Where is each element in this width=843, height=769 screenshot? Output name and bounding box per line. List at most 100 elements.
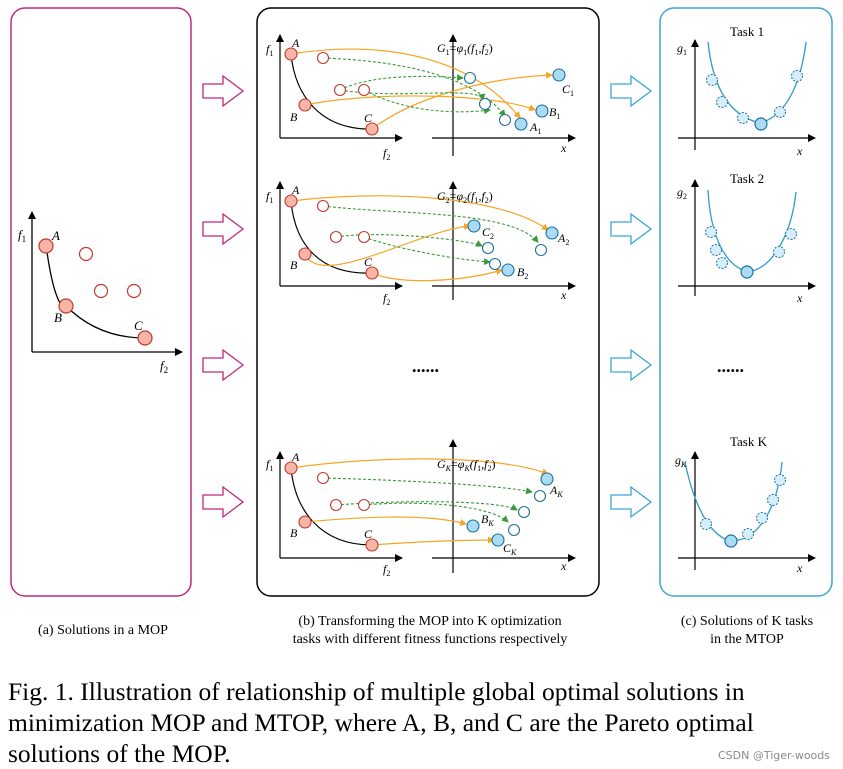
task1-title: Task 1	[730, 24, 764, 39]
pink-outline-arrow	[202, 348, 245, 382]
blue-outline-arrow	[610, 348, 653, 382]
task-1-plot: Task 1 g1 x	[677, 24, 816, 158]
blue-outline-arrow	[610, 485, 653, 519]
panel-a-label-c: C	[134, 318, 143, 333]
rowk-dominated-point	[357, 498, 371, 512]
task1-point	[774, 106, 786, 118]
pink-outline-arrow	[202, 74, 245, 108]
row1-target-c	[552, 68, 566, 82]
panel-b-row-k: f1 f2 x A B C GK=φK(f1,f2) AK BK CK	[266, 439, 576, 578]
rowk-label-c: C	[364, 527, 373, 541]
task2-y-label: g2	[677, 185, 687, 201]
row2-target-c-label: C2	[482, 225, 494, 241]
panel-a-frame	[10, 7, 192, 597]
panel-a-x-label: f2	[160, 358, 168, 375]
panel-a-dominated-point	[78, 246, 94, 262]
panel-a-dominated-point	[93, 283, 109, 299]
row1-task-point	[498, 113, 512, 127]
task1-y-label: g1	[677, 41, 687, 57]
rowk-arrow-b	[304, 516, 467, 526]
rowk-arrow-a	[290, 458, 549, 476]
rowk-label-a: A	[291, 450, 300, 464]
row2-point-b	[298, 247, 312, 261]
row2-f1-label: f1	[266, 189, 273, 205]
task1-point	[737, 112, 749, 124]
row2-point-c	[365, 266, 379, 280]
taskk-point	[700, 518, 712, 530]
rowk-task-point	[507, 523, 521, 537]
watermark: CSDN @Tiger-woods	[717, 749, 830, 762]
panel-b-caption: (b) Transforming the MOP into K optimiza…	[255, 613, 605, 649]
panel-c-ellipsis: ......	[717, 356, 744, 376]
row1-target-b	[535, 104, 549, 118]
row2-label-c: C	[364, 255, 373, 269]
blue-outline-arrow	[610, 74, 653, 108]
row2-task-point	[488, 257, 502, 271]
row2-target-a-label: A2	[557, 231, 569, 247]
rowk-dominated-point	[316, 471, 330, 485]
panel-a-y-label: f1	[18, 227, 26, 244]
rowk-x-label: x	[560, 559, 567, 573]
row2-arrow-b	[304, 222, 471, 266]
taskk-optimum	[724, 534, 738, 548]
row1-task-point	[463, 71, 477, 85]
rowk-target-c	[491, 533, 505, 547]
panel-c-caption: (c) Solutions of K tasks in the MTOP	[652, 613, 842, 649]
taskk-point	[756, 512, 768, 524]
rowk-task-point	[533, 489, 547, 503]
panel-a-point-c	[137, 330, 153, 346]
rowk-arrow-c	[371, 536, 495, 546]
task1-optimum	[754, 117, 768, 131]
row2-dominated-point	[357, 230, 371, 244]
panel-a-label-b: B	[54, 310, 62, 325]
row2-point-a	[284, 194, 298, 208]
task1-point	[791, 70, 803, 82]
row1-dominated-point	[316, 51, 330, 65]
figure-caption: Fig. 1. Illustration of relationship of …	[8, 677, 754, 768]
pink-outline-arrow	[202, 212, 245, 246]
panel-b-ellipsis: ......	[412, 356, 439, 376]
row2-target-a	[545, 226, 559, 240]
panel-a-plot: f1 f2 A B C	[18, 211, 183, 375]
taskk-y-label: gK	[675, 453, 687, 469]
taskk-title: Task K	[730, 434, 768, 449]
row2-label-b: B	[290, 258, 298, 272]
task2-point	[716, 257, 728, 269]
blue-outline-arrow	[610, 212, 653, 246]
pink-outline-arrow	[202, 485, 245, 519]
row1-point-b	[298, 98, 312, 112]
task2-point	[710, 244, 722, 256]
rowk-dashed-arrow	[322, 477, 533, 495]
row2-dominated-point	[329, 230, 343, 244]
row2-label-a: A	[291, 183, 300, 197]
row1-label-b: B	[290, 110, 298, 124]
rowk-task-point	[517, 505, 531, 519]
row2-target-c	[467, 219, 481, 233]
row1-arrow-c	[371, 71, 553, 130]
row2-task-point	[534, 243, 548, 257]
task1-x-label: x	[796, 144, 803, 158]
panel-a-label-a: A	[51, 228, 60, 243]
panel-c-frame	[659, 7, 833, 597]
task1-point	[706, 74, 718, 86]
row1-f2-label: f2	[383, 146, 390, 162]
task2-x-label: x	[796, 291, 803, 305]
row2-target-b	[501, 263, 515, 277]
task2-optimum	[740, 265, 754, 279]
task2-title: Task 2	[730, 171, 764, 186]
row1-label-c: C	[364, 111, 373, 125]
row1-point-a	[284, 47, 298, 61]
rowk-dominated-point	[329, 498, 343, 512]
task2-point	[785, 228, 797, 240]
row1-dashed-arrow	[322, 57, 506, 117]
rowk-target-a	[540, 472, 554, 486]
task1-curve	[707, 41, 807, 124]
rowk-target-b	[466, 519, 480, 533]
rowk-target-b-label: BK	[481, 512, 494, 528]
row1-x-label: x	[560, 141, 567, 155]
row2-task-point	[481, 241, 495, 255]
taskk-point	[774, 474, 786, 486]
row2-target-b-label: B2	[517, 265, 528, 281]
rowk-function-label: GK=φK(f1,f2)	[437, 457, 495, 473]
